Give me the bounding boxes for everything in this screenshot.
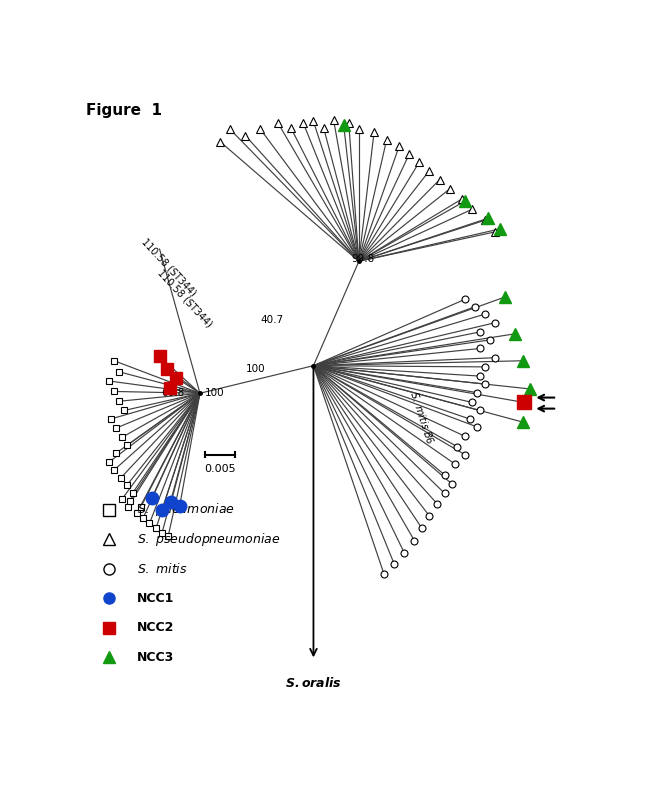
Text: 99.8: 99.8 [352,254,374,265]
Text: NCC1: NCC1 [137,591,174,605]
Text: $\it{S.\ mitis}$ $\it{B6}$: $\it{S.\ mitis}$ $\it{B6}$ [408,390,436,446]
Text: $\bfit{S. oralis}$: $\bfit{S. oralis}$ [285,676,342,689]
Text: NCC3: NCC3 [137,650,174,664]
Text: 40.7: 40.7 [260,315,283,324]
Text: 0.005: 0.005 [204,464,236,474]
Text: 110.58 (ST344): 110.58 (ST344) [139,237,198,298]
Text: 110.58 (ST344): 110.58 (ST344) [156,267,214,329]
Text: Figure  1: Figure 1 [87,103,162,118]
Text: 100: 100 [205,388,225,398]
Text: $\it{S.\ pseudopneumoniae}$: $\it{S.\ pseudopneumoniae}$ [137,531,281,548]
Text: $\it{S.\ mitis}$: $\it{S.\ mitis}$ [137,562,187,575]
Text: $\it{S.\ pneumoniae}$: $\it{S.\ pneumoniae}$ [137,501,235,518]
Text: NCC2: NCC2 [137,621,174,634]
Text: 100: 100 [245,363,265,374]
Text: 66.8: 66.8 [161,388,185,398]
